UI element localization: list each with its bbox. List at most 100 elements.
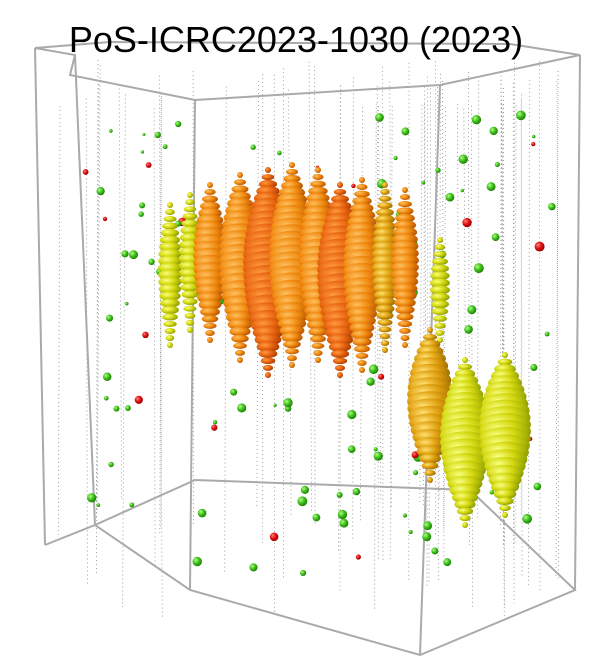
hit xyxy=(502,352,508,358)
hit xyxy=(113,406,119,412)
hit xyxy=(312,174,323,180)
hit xyxy=(487,182,496,191)
hit xyxy=(204,189,215,195)
hit xyxy=(337,182,343,188)
hit xyxy=(162,313,178,320)
string xyxy=(471,106,472,609)
hit xyxy=(402,187,408,193)
hit xyxy=(354,345,370,352)
hit xyxy=(96,187,104,195)
hit xyxy=(202,315,219,322)
hit xyxy=(237,172,243,178)
hit xyxy=(141,150,144,153)
hit xyxy=(464,325,473,334)
hit xyxy=(359,367,365,373)
hit xyxy=(379,196,392,202)
hit xyxy=(446,193,455,202)
hit xyxy=(423,334,437,340)
string xyxy=(528,80,529,585)
hit xyxy=(203,323,216,329)
string xyxy=(556,71,558,576)
hit xyxy=(462,357,468,363)
hit xyxy=(337,492,343,498)
hit xyxy=(347,410,356,419)
detector-strings xyxy=(58,60,558,619)
hit xyxy=(522,514,532,524)
hits xyxy=(83,111,556,576)
hit xyxy=(359,177,365,183)
hit xyxy=(277,151,282,156)
hit xyxy=(300,570,306,576)
page: PoS-ICRC2023-1030 (2023) (() => { const … xyxy=(0,0,593,665)
hit xyxy=(424,470,435,476)
outline-edge xyxy=(190,100,195,590)
hit xyxy=(142,133,145,136)
hit xyxy=(435,168,440,173)
hit xyxy=(400,194,410,200)
hit xyxy=(376,312,393,320)
hit xyxy=(496,497,513,505)
hit xyxy=(356,184,367,190)
hit xyxy=(427,327,433,333)
hit xyxy=(423,521,432,530)
hit xyxy=(443,558,451,566)
hit xyxy=(399,328,411,334)
hit xyxy=(377,319,392,326)
hit xyxy=(403,513,407,517)
hit xyxy=(231,335,249,343)
title: PoS-ICRC2023-1030 (2023) xyxy=(69,19,523,60)
hit xyxy=(161,306,179,314)
hit xyxy=(375,113,384,122)
string xyxy=(374,104,376,611)
hit xyxy=(166,335,175,341)
hit xyxy=(286,169,298,175)
hit xyxy=(301,486,309,494)
string xyxy=(557,81,559,581)
hit xyxy=(413,470,418,475)
hit xyxy=(379,326,392,332)
outline-edge xyxy=(75,55,95,525)
hit xyxy=(335,365,345,371)
hit xyxy=(490,490,494,494)
hit xyxy=(262,174,275,180)
hit xyxy=(333,358,347,364)
hit xyxy=(337,372,343,378)
hit xyxy=(175,121,181,127)
hit xyxy=(155,132,161,138)
hit xyxy=(315,357,321,363)
hit xyxy=(202,196,218,203)
hit xyxy=(461,189,464,192)
hit xyxy=(125,302,129,306)
hit xyxy=(185,199,195,205)
hit xyxy=(289,162,295,168)
hit xyxy=(237,357,243,363)
hit xyxy=(270,533,279,542)
hit xyxy=(83,169,89,175)
hit xyxy=(516,111,526,121)
hit xyxy=(167,342,173,348)
hit xyxy=(103,217,107,221)
hit xyxy=(436,330,445,336)
hit xyxy=(164,328,175,334)
hit xyxy=(237,403,246,412)
hit xyxy=(472,115,481,124)
hit xyxy=(531,142,535,146)
hit xyxy=(374,451,383,460)
hit xyxy=(398,321,412,327)
hit xyxy=(308,328,327,337)
hit xyxy=(401,335,410,341)
hit xyxy=(354,191,370,198)
hit xyxy=(532,135,536,139)
hit xyxy=(273,404,276,407)
hit xyxy=(139,202,145,208)
hit xyxy=(433,251,446,257)
hit xyxy=(380,333,391,339)
hit xyxy=(235,350,245,356)
hit xyxy=(366,378,374,386)
hit xyxy=(263,365,273,371)
string xyxy=(119,84,121,500)
hit xyxy=(233,343,247,349)
string xyxy=(58,106,60,535)
hit xyxy=(315,167,321,173)
hit xyxy=(535,242,545,252)
